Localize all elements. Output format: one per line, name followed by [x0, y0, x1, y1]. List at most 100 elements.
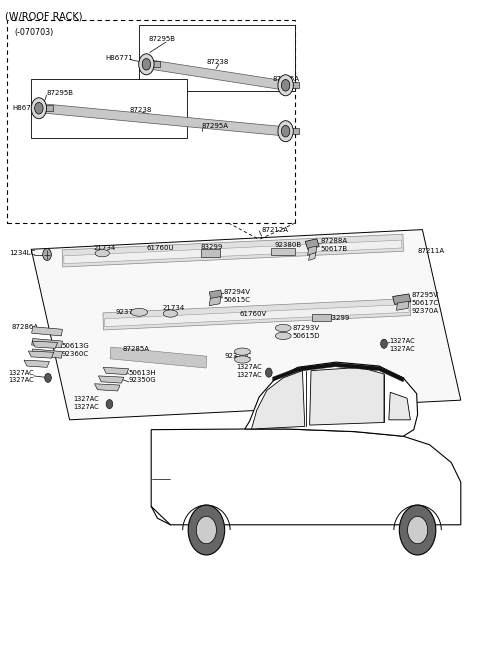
Text: 1327AC: 1327AC: [390, 346, 416, 352]
Text: H86771: H86771: [12, 105, 40, 112]
Text: 92360C: 92360C: [61, 351, 89, 358]
Text: 61760V: 61760V: [240, 310, 267, 317]
FancyBboxPatch shape: [139, 25, 295, 91]
Polygon shape: [146, 61, 160, 68]
Circle shape: [281, 125, 290, 137]
Text: 50613H: 50613H: [129, 369, 156, 376]
Circle shape: [106, 400, 113, 409]
Ellipse shape: [163, 310, 178, 317]
Text: 87295A: 87295A: [202, 123, 228, 129]
Text: 87294V: 87294V: [224, 289, 251, 295]
Circle shape: [45, 373, 51, 382]
Polygon shape: [286, 82, 300, 89]
Text: 50617B: 50617B: [321, 246, 348, 253]
Text: 87295B: 87295B: [47, 90, 73, 96]
Polygon shape: [64, 240, 402, 264]
Ellipse shape: [95, 249, 109, 256]
Polygon shape: [32, 327, 62, 336]
Text: 92370C: 92370C: [225, 352, 252, 359]
Ellipse shape: [275, 332, 291, 340]
Polygon shape: [245, 362, 418, 436]
Polygon shape: [273, 363, 404, 382]
Text: 87238: 87238: [206, 59, 229, 66]
Polygon shape: [209, 290, 222, 300]
FancyBboxPatch shape: [31, 79, 187, 138]
Text: 83299: 83299: [201, 243, 223, 250]
Ellipse shape: [131, 308, 148, 316]
Circle shape: [43, 249, 51, 260]
Text: 87211A: 87211A: [418, 247, 445, 254]
Polygon shape: [148, 60, 284, 90]
Circle shape: [188, 505, 225, 555]
Text: 87238: 87238: [130, 107, 152, 113]
Text: 1327AC: 1327AC: [236, 364, 262, 371]
Text: 1327AC: 1327AC: [390, 338, 416, 344]
Polygon shape: [32, 338, 62, 348]
Ellipse shape: [235, 356, 251, 363]
FancyBboxPatch shape: [7, 20, 295, 223]
Text: 87212A: 87212A: [262, 226, 288, 233]
Text: 87295V: 87295V: [412, 292, 439, 298]
Polygon shape: [286, 128, 300, 134]
Text: 92370A: 92370A: [412, 308, 439, 314]
Polygon shape: [252, 371, 305, 429]
Polygon shape: [32, 349, 62, 358]
Text: 50617C: 50617C: [412, 300, 439, 306]
Polygon shape: [105, 304, 409, 327]
Polygon shape: [308, 246, 317, 255]
Polygon shape: [393, 294, 411, 304]
Circle shape: [281, 79, 290, 91]
Circle shape: [399, 505, 436, 555]
Circle shape: [408, 516, 428, 544]
Text: (W/ROOF RACK): (W/ROOF RACK): [5, 12, 82, 22]
Polygon shape: [31, 230, 461, 420]
Polygon shape: [310, 367, 384, 425]
Text: H86771: H86771: [106, 54, 133, 61]
Polygon shape: [24, 360, 49, 367]
Polygon shape: [39, 105, 53, 112]
Circle shape: [381, 339, 387, 348]
Text: 83299: 83299: [327, 314, 350, 321]
Text: (-070703): (-070703): [14, 28, 54, 37]
Text: 87295A: 87295A: [273, 75, 300, 82]
FancyBboxPatch shape: [312, 314, 331, 321]
FancyBboxPatch shape: [201, 249, 220, 257]
Text: 1327AC: 1327AC: [9, 377, 35, 384]
Polygon shape: [396, 301, 409, 310]
Polygon shape: [110, 347, 207, 368]
Text: 92350G: 92350G: [129, 377, 156, 384]
Polygon shape: [41, 104, 283, 136]
Polygon shape: [389, 392, 410, 420]
Circle shape: [278, 75, 293, 96]
Text: 50613G: 50613G: [61, 343, 89, 350]
Circle shape: [35, 102, 43, 114]
Text: 92370B: 92370B: [115, 309, 143, 316]
Circle shape: [196, 516, 216, 544]
Text: 87288A: 87288A: [321, 238, 348, 245]
Text: 61760U: 61760U: [146, 245, 174, 251]
Polygon shape: [62, 234, 403, 267]
Text: 87295B: 87295B: [149, 36, 176, 43]
Text: 21734: 21734: [94, 245, 116, 251]
Polygon shape: [98, 376, 124, 383]
Text: 1327AC: 1327AC: [73, 403, 99, 410]
Polygon shape: [309, 253, 316, 260]
Ellipse shape: [235, 348, 251, 356]
Text: 87293V: 87293V: [293, 325, 320, 331]
Circle shape: [278, 121, 293, 142]
Text: 1327AC: 1327AC: [73, 396, 99, 402]
Polygon shape: [103, 367, 129, 375]
Polygon shape: [305, 239, 319, 249]
Circle shape: [142, 58, 151, 70]
Text: 21734: 21734: [162, 305, 184, 312]
Polygon shape: [209, 297, 221, 306]
Text: 50615D: 50615D: [293, 333, 320, 339]
Polygon shape: [103, 298, 410, 330]
Text: 92380B: 92380B: [275, 241, 302, 248]
Ellipse shape: [275, 324, 291, 332]
Polygon shape: [95, 384, 120, 391]
Text: 87285A: 87285A: [123, 346, 150, 352]
Polygon shape: [32, 341, 58, 348]
FancyBboxPatch shape: [271, 247, 295, 255]
Text: 1327AC: 1327AC: [9, 369, 35, 376]
